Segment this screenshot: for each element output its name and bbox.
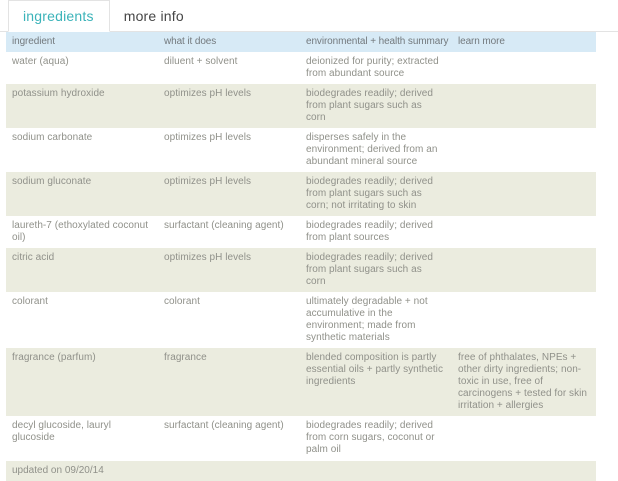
- learn-more-cell: [452, 292, 596, 348]
- what-it-does-cell: optimizes pH levels: [164, 252, 252, 263]
- what-it-does-cell: optimizes pH levels: [164, 88, 252, 99]
- tab-more-info[interactable]: more info: [110, 1, 199, 31]
- ingredients-table: ingredient what it does environmental + …: [6, 32, 596, 481]
- learn-more-cell: free of phthalates, NPEs + other dirty i…: [458, 352, 588, 411]
- environmental-health-summary-cell: ultimately degradable + not accumulative…: [306, 296, 428, 343]
- ingredient-cell: potassium hydroxide: [12, 88, 105, 99]
- table-row: decyl glucoside, lauryl glucoside surfac…: [6, 416, 596, 460]
- column-header-learn-more: learn more: [458, 36, 505, 47]
- ingredient-cell: colorant: [12, 296, 48, 307]
- environmental-health-summary-cell: disperses safely in the environment; der…: [306, 132, 438, 167]
- tab-more-info-label: more info: [123, 8, 184, 24]
- learn-more-cell: [452, 172, 596, 216]
- environmental-health-summary-cell: biodegrades readily; derived from corn s…: [306, 420, 435, 455]
- tab-ingredients-label: ingredients: [23, 8, 94, 24]
- what-it-does-cell: fragrance: [164, 352, 207, 363]
- tab-ingredients[interactable]: ingredients: [8, 0, 110, 32]
- ingredient-cell: citric acid: [12, 252, 55, 263]
- what-it-does-cell: diluent + solvent: [164, 56, 238, 67]
- ingredient-cell: laureth-7 (ethoxylated coconut oil): [12, 220, 149, 243]
- table-row: potassium hydroxide optimizes pH levels …: [6, 84, 596, 128]
- environmental-health-summary-cell: deionized for purity; extracted from abu…: [306, 56, 439, 79]
- ingredient-cell: sodium carbonate: [12, 132, 93, 143]
- ingredient-cell: fragrance (parfum): [12, 352, 96, 363]
- learn-more-cell: [452, 84, 596, 128]
- table-row: fragrance (parfum) fragrance blended com…: [6, 348, 596, 416]
- learn-more-cell: [452, 248, 596, 292]
- what-it-does-cell: surfactant (cleaning agent): [164, 220, 284, 231]
- table-row: laureth-7 (ethoxylated coconut oil) surf…: [6, 216, 596, 248]
- table-row: colorant colorant ultimately degradable …: [6, 292, 596, 348]
- what-it-does-cell: surfactant (cleaning agent): [164, 420, 284, 431]
- environmental-health-summary-cell: biodegrades readily; derived from plant …: [306, 220, 434, 243]
- learn-more-cell: [452, 128, 596, 172]
- ingredient-cell: water (aqua): [12, 56, 69, 67]
- tab-bar: ingredients more info: [0, 0, 618, 32]
- table-row: sodium gluconate optimizes pH levels bio…: [6, 172, 596, 216]
- learn-more-cell: [452, 216, 596, 248]
- table-body: water (aqua) diluent + solvent deionized…: [6, 52, 596, 460]
- learn-more-cell: [452, 52, 596, 84]
- environmental-health-summary-cell: biodegrades readily; derived from plant …: [306, 252, 434, 287]
- ingredient-cell: sodium gluconate: [12, 176, 92, 187]
- ingredient-cell: decyl glucoside, lauryl glucoside: [12, 420, 111, 443]
- table-row: water (aqua) diluent + solvent deionized…: [6, 52, 596, 84]
- environmental-health-summary-cell: blended composition is partly essential …: [306, 352, 443, 387]
- environmental-health-summary-cell: biodegrades readily; derived from plant …: [306, 88, 434, 123]
- updated-date-bar: updated on 09/20/14: [6, 461, 596, 481]
- column-header-ingredient: ingredient: [12, 36, 55, 47]
- table-row: citric acid optimizes pH levels biodegra…: [6, 248, 596, 292]
- what-it-does-cell: colorant: [164, 296, 200, 307]
- what-it-does-cell: optimizes pH levels: [164, 176, 252, 187]
- column-header-what-it-does: what it does: [164, 36, 217, 47]
- table-row: sodium carbonate optimizes pH levels dis…: [6, 128, 596, 172]
- learn-more-cell: [452, 416, 596, 460]
- environmental-health-summary-cell: biodegrades readily; derived from plant …: [306, 176, 434, 211]
- table-header-row: ingredient what it does environmental + …: [6, 32, 596, 52]
- what-it-does-cell: optimizes pH levels: [164, 132, 252, 143]
- column-header-environmental-health-summary: environmental + health summary: [306, 36, 449, 47]
